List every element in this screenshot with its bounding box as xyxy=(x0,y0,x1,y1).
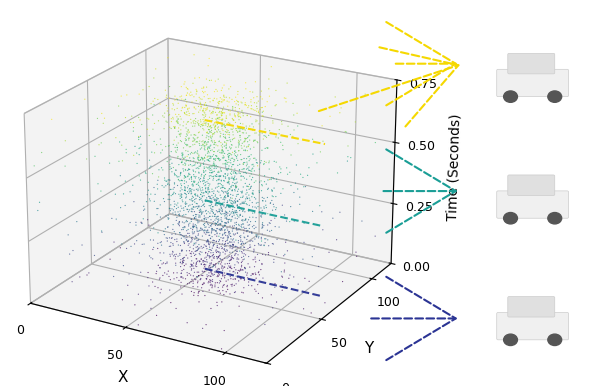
Point xyxy=(466,101,476,107)
Point xyxy=(577,266,586,272)
Point xyxy=(537,187,546,193)
FancyBboxPatch shape xyxy=(508,53,555,74)
Point xyxy=(577,57,586,63)
Point xyxy=(479,80,489,86)
Point xyxy=(487,112,497,119)
Point xyxy=(492,57,502,63)
Point xyxy=(488,274,498,281)
Point xyxy=(567,27,577,34)
Point xyxy=(489,108,499,114)
Point xyxy=(504,269,514,276)
Y-axis label: Y: Y xyxy=(363,341,373,356)
Point xyxy=(567,18,577,24)
Point xyxy=(563,203,573,210)
Point xyxy=(487,226,497,232)
Point xyxy=(510,157,519,164)
Point xyxy=(503,187,513,193)
Point xyxy=(486,303,496,309)
Point xyxy=(549,118,559,124)
Point xyxy=(566,342,576,348)
FancyBboxPatch shape xyxy=(497,191,569,218)
Circle shape xyxy=(548,334,562,345)
Point xyxy=(481,80,491,86)
Point xyxy=(569,138,579,144)
Point xyxy=(570,84,580,90)
Circle shape xyxy=(503,334,518,345)
Point xyxy=(493,115,503,121)
Point xyxy=(483,37,492,43)
Point xyxy=(500,146,510,152)
Point xyxy=(540,305,550,312)
Point xyxy=(577,181,586,187)
Point xyxy=(489,185,499,191)
Point xyxy=(555,165,565,171)
Point xyxy=(476,152,486,158)
Point xyxy=(537,336,547,342)
Point xyxy=(481,321,491,327)
Circle shape xyxy=(548,91,562,102)
Point xyxy=(494,205,504,211)
FancyBboxPatch shape xyxy=(508,175,555,195)
Point xyxy=(551,221,561,227)
Point xyxy=(556,285,566,291)
Point xyxy=(482,303,492,309)
Point xyxy=(469,235,479,241)
Circle shape xyxy=(548,213,562,224)
Point xyxy=(510,309,520,315)
Point xyxy=(518,35,528,41)
Point xyxy=(488,199,498,205)
Point xyxy=(530,170,540,176)
Point xyxy=(533,74,543,81)
Point xyxy=(527,321,537,327)
Point xyxy=(556,185,566,191)
FancyBboxPatch shape xyxy=(497,313,569,340)
Point xyxy=(503,300,513,306)
X-axis label: X: X xyxy=(118,370,128,385)
FancyBboxPatch shape xyxy=(497,69,569,96)
Point xyxy=(566,308,576,315)
Point xyxy=(568,93,578,99)
Point xyxy=(550,359,559,365)
Point xyxy=(530,326,540,332)
Point xyxy=(586,142,596,149)
Circle shape xyxy=(503,213,518,224)
Point xyxy=(500,59,510,66)
Circle shape xyxy=(503,91,518,102)
Point xyxy=(527,309,537,315)
Point xyxy=(537,117,547,123)
FancyBboxPatch shape xyxy=(508,296,555,317)
Point xyxy=(534,147,544,153)
Point xyxy=(540,155,550,161)
Point xyxy=(498,354,508,361)
Point xyxy=(587,27,597,34)
Point xyxy=(500,22,510,29)
Point xyxy=(507,310,517,316)
Point xyxy=(510,344,520,350)
